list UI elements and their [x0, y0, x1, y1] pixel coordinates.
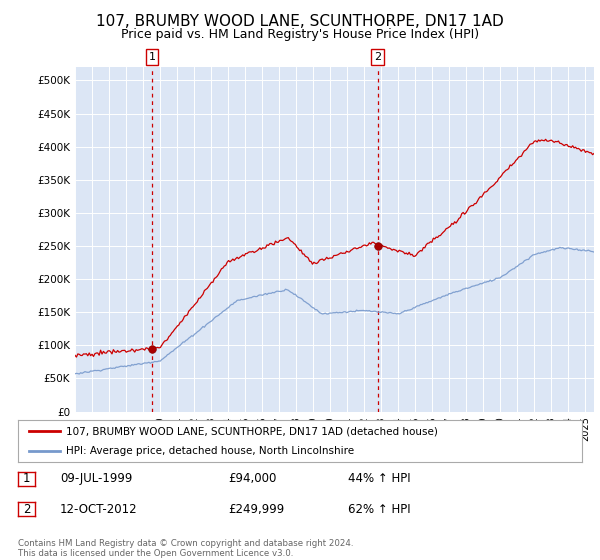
Text: 2: 2 — [23, 503, 30, 516]
Text: 1: 1 — [23, 472, 30, 485]
Text: £94,000: £94,000 — [228, 472, 277, 486]
Text: 1: 1 — [148, 52, 155, 62]
Text: Price paid vs. HM Land Registry's House Price Index (HPI): Price paid vs. HM Land Registry's House … — [121, 28, 479, 41]
Point — [147, 345, 157, 354]
Text: 107, BRUMBY WOOD LANE, SCUNTHORPE, DN17 1AD (detached house): 107, BRUMBY WOOD LANE, SCUNTHORPE, DN17 … — [66, 426, 438, 436]
Text: 09-JUL-1999: 09-JUL-1999 — [60, 472, 133, 486]
Text: £249,999: £249,999 — [228, 503, 284, 516]
Text: 2: 2 — [374, 52, 381, 62]
Text: 12-OCT-2012: 12-OCT-2012 — [60, 503, 137, 516]
Text: 107, BRUMBY WOOD LANE, SCUNTHORPE, DN17 1AD: 107, BRUMBY WOOD LANE, SCUNTHORPE, DN17 … — [96, 14, 504, 29]
Text: HPI: Average price, detached house, North Lincolnshire: HPI: Average price, detached house, Nort… — [66, 446, 354, 456]
Text: 44% ↑ HPI: 44% ↑ HPI — [348, 472, 410, 486]
Point — [373, 241, 383, 250]
Text: 62% ↑ HPI: 62% ↑ HPI — [348, 503, 410, 516]
Text: Contains HM Land Registry data © Crown copyright and database right 2024.
This d: Contains HM Land Registry data © Crown c… — [18, 539, 353, 558]
